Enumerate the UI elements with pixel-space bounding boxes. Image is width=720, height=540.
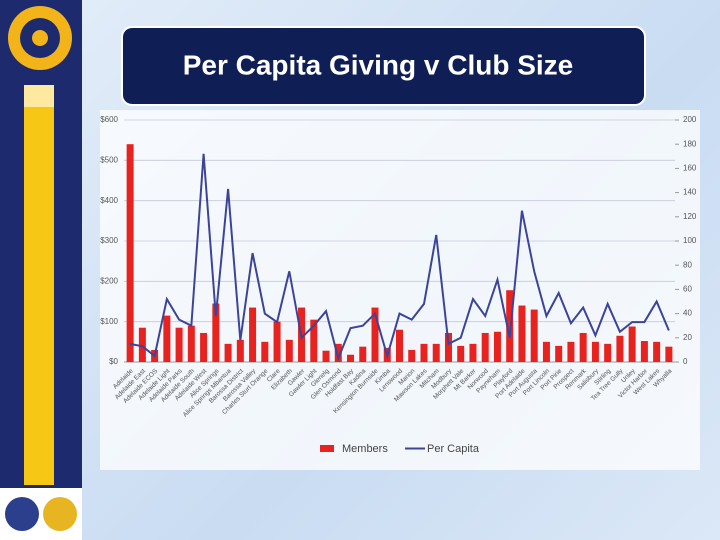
bar: [665, 346, 673, 362]
y-tick-label: $200: [100, 276, 118, 285]
plot-bg: [100, 110, 700, 470]
bar: [604, 343, 612, 362]
stripe: [24, 85, 54, 107]
bar: [444, 332, 452, 362]
bar: [334, 343, 342, 362]
bar: [396, 329, 403, 362]
bar: [126, 144, 134, 362]
title-box: [121, 26, 646, 106]
bar: [359, 346, 367, 362]
y-tick-label: $600: [100, 115, 118, 124]
bar: [408, 349, 416, 362]
bar: [371, 307, 379, 362]
y-tick-label: $300: [100, 236, 118, 245]
bar: [285, 339, 293, 362]
legend-label: Members: [342, 443, 388, 455]
bar: [310, 319, 318, 362]
bar: [506, 290, 514, 362]
y-tick-label: $0: [109, 357, 118, 366]
y2-tick-label: 60: [683, 285, 692, 294]
y2-tick-label: 80: [683, 260, 692, 269]
bar: [187, 325, 195, 362]
y2-tick-label: 180: [683, 139, 697, 148]
stripe: [24, 107, 54, 485]
bar: [530, 309, 538, 362]
bar: [542, 341, 550, 362]
bar: [224, 343, 232, 362]
y2-tick-label: 140: [683, 188, 697, 197]
legend-label: Per Capita: [427, 443, 480, 455]
bar: [640, 341, 648, 362]
y2-tick-label: 40: [683, 309, 692, 318]
bar: [469, 343, 477, 362]
bar: [163, 315, 171, 362]
bar: [481, 332, 489, 362]
bar: [175, 327, 183, 362]
bar: [591, 341, 599, 362]
bar: [555, 345, 563, 362]
y2-tick-label: 120: [683, 212, 697, 221]
logo: [5, 497, 39, 531]
bar: [249, 307, 257, 362]
bar: [616, 335, 624, 362]
y-tick-label: $400: [100, 196, 118, 205]
bar: [261, 341, 269, 362]
bar: [567, 341, 575, 362]
y-tick-label: $500: [100, 155, 118, 164]
bar: [212, 303, 220, 362]
line: [129, 153, 670, 362]
bar: [628, 326, 636, 362]
y2-tick-label: 100: [683, 236, 697, 245]
bar: [236, 339, 244, 362]
bar: [200, 332, 208, 362]
chart-title: Per Capita Giving v Club Size: [183, 49, 574, 80]
bar: [420, 343, 428, 362]
legend-swatch: [320, 445, 334, 452]
y2-tick-label: 20: [683, 333, 692, 342]
bar: [579, 332, 587, 362]
bar: [518, 305, 526, 362]
bar: [322, 350, 330, 362]
bar: [347, 354, 355, 362]
y2-tick-label: 160: [683, 164, 697, 173]
bar: [432, 343, 440, 362]
bar: [273, 321, 281, 362]
y-tick-label: $100: [100, 317, 118, 326]
bar: [653, 341, 661, 362]
logo: [32, 30, 48, 46]
bar: [457, 345, 465, 362]
logo: [43, 497, 77, 531]
bar: [138, 327, 146, 362]
y2-tick-label: 200: [683, 115, 697, 124]
y2-tick-label: 0: [683, 357, 688, 366]
bar: [493, 331, 501, 362]
